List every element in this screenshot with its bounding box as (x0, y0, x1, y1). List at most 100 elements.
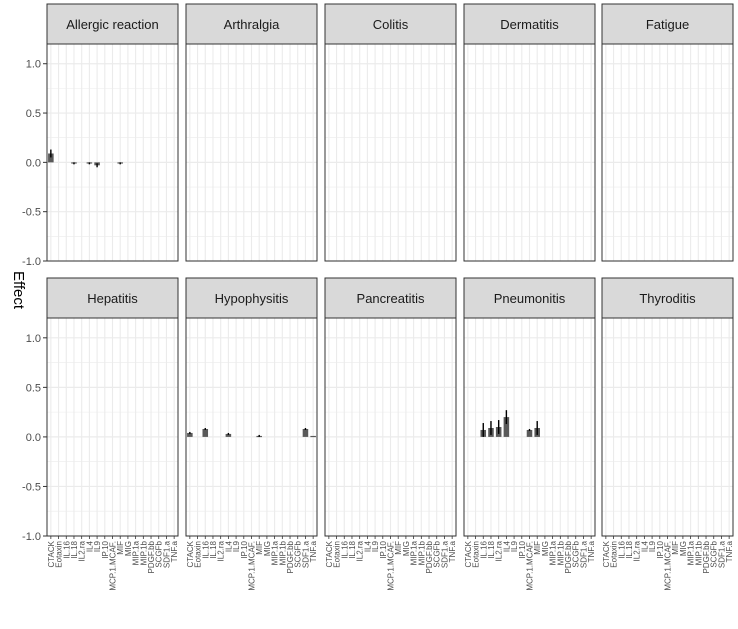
x-tick-label-mig: MIG (124, 541, 133, 556)
y-tick-label: 0.5 (26, 108, 41, 120)
x-tick-label-sdf1-a: SDF1.a (579, 540, 588, 568)
facet-title-colitis: Colitis (373, 17, 409, 32)
x-tick-label-il9: IL9 (510, 540, 519, 552)
y-axis-title: Effect (10, 271, 27, 310)
bar-hypophysitis-ctack (187, 432, 193, 437)
x-tick-label-ip-10: IP.10 (101, 540, 110, 558)
x-tick-label-il2-ra: IL2.ra (78, 540, 87, 561)
x-tick-label-pdgf-bb: PDGF.bb (564, 540, 573, 573)
y-tick-label: -1.0 (22, 531, 41, 543)
x-tick-label-mip-1a: MIP.1a (410, 540, 419, 565)
x-tick-label-il-18: IL.18 (209, 540, 218, 558)
x-tick-label-il-18: IL.18 (625, 540, 634, 558)
y-tick-label: -0.5 (22, 207, 41, 219)
facet-strip-fatigue (601, 3, 734, 45)
panel-border-dermatitis (463, 43, 596, 262)
x-tick-label-ip-10: IP.10 (518, 540, 527, 558)
facet-strip-pneumonitis (463, 277, 596, 319)
x-tick-label-pdgf-bb: PDGF.bb (147, 540, 156, 573)
x-tick-label-scgfb: SCGFb (155, 540, 164, 567)
x-tick-label-mip-1b: MIP.1b (556, 540, 565, 565)
panel-border-arthralgia (185, 43, 318, 262)
x-tick-label-ctack: CTACK (464, 540, 473, 567)
bar-hypophysitis-sdf1-a (302, 428, 309, 437)
x-tick-label-tnf-a: TNF.a (309, 540, 318, 562)
bar-hypophysitis-il4 (225, 433, 232, 437)
x-tick-label-tnf-a: TNF.a (448, 540, 457, 562)
x-tick-label-il2-ra: IL2.ra (356, 540, 365, 561)
x-tick-label-mip-1b: MIP.1b (417, 540, 426, 565)
plot-layer: Allergic reaction -1.0 -0.5 0.0 0.5 1.0 Arthra… (22, 3, 734, 591)
x-tick-label-ctack: CTACK (186, 540, 195, 567)
x-tick-label-sdf1-a: SDF1.a (162, 540, 171, 568)
x-tick-label-sdf1-a: SDF1.a (717, 540, 726, 568)
x-tick-label-mig: MIG (679, 541, 688, 556)
facet-strip-thyroditis (601, 277, 734, 319)
x-tick-label-mig: MIG (541, 541, 550, 556)
x-tick-label-il9: IL9 (93, 540, 102, 552)
x-tick-label-scgfb: SCGFb (294, 540, 303, 567)
x-tick-label-il4: IL4 (85, 540, 94, 552)
facet-title-fatigue: Fatigue (646, 17, 689, 32)
x-tick-label-pdgf-bb: PDGF.bb (702, 540, 711, 573)
facet-strip-colitis (324, 3, 457, 45)
x-tick-label-mif: MIF (255, 541, 264, 555)
x-tick-label-mif: MIF (533, 541, 542, 555)
x-tick-label-ctack: CTACK (47, 540, 56, 567)
x-tick-label-il9: IL9 (648, 540, 657, 552)
x-tick-label-eotaxin: Eotaxin (472, 541, 481, 568)
x-tick-label-mcp-1-mcaf: MCP.1.MCAF. (387, 541, 396, 591)
x-tick-label-il9: IL9 (232, 540, 241, 552)
x-tick-label-mif: MIF (116, 541, 125, 555)
x-tick-label-mip-1b: MIP.1b (139, 540, 148, 565)
x-tick-label-eotaxin: Eotaxin (333, 541, 342, 568)
x-tick-label-ip-10: IP.10 (240, 540, 249, 558)
x-tick-label-il-16: IL.16 (201, 540, 210, 558)
x-tick-label-il-16: IL.16 (340, 540, 349, 558)
facet-strip-dermatitis (463, 3, 596, 45)
x-tick-label-il2-ra: IL2.ra (495, 540, 504, 561)
y-tick-label: 0.0 (26, 157, 41, 169)
x-tick-label-mig: MIG (263, 541, 272, 556)
x-tick-label-ip-10: IP.10 (379, 540, 388, 558)
x-tick-label-sdf1-a: SDF1.a (440, 540, 449, 568)
panel-border-allergic-reaction (46, 43, 179, 262)
x-tick-label-ctack: CTACK (325, 540, 334, 567)
x-tick-label-mif: MIF (671, 541, 680, 555)
x-tick-label-eotaxin: Eotaxin (55, 541, 64, 568)
y-tick-label: -1.0 (22, 256, 41, 268)
x-tick-label-il-18: IL.18 (487, 540, 496, 558)
x-tick-label-eotaxin: Eotaxin (194, 541, 203, 568)
x-tick-label-ip-10: IP.10 (656, 540, 665, 558)
y-tick-label: 0.0 (26, 432, 41, 444)
x-tick-label-mip-1a: MIP.1a (549, 540, 558, 565)
facet-strip-hepatitis (46, 277, 179, 319)
facet-title-hepatitis: Hepatitis (87, 291, 138, 306)
x-tick-label-scgfb: SCGFb (710, 540, 719, 567)
x-tick-label-mcp-1-mcaf: MCP.1.MCAF. (248, 541, 257, 591)
bar-hypophysitis-il-16 (202, 428, 209, 437)
facet-title-pancreatitis: Pancreatitis (357, 291, 425, 306)
x-tick-label-mcp-1-mcaf: MCP.1.MCAF. (664, 541, 673, 591)
x-tick-label-eotaxin: Eotaxin (610, 541, 619, 568)
facet-strip-pancreatitis (324, 277, 457, 319)
y-tick-label: -0.5 (22, 481, 41, 493)
x-tick-label-il2-ra: IL2.ra (217, 540, 226, 561)
x-tick-label-il2-ra: IL2.ra (633, 540, 642, 561)
y-tick-label: 0.5 (26, 382, 41, 394)
x-tick-label-tnf-a: TNF.a (170, 540, 179, 562)
x-tick-label-tnf-a: TNF.a (587, 540, 596, 562)
bar-pneumonitis-il4 (503, 417, 510, 437)
x-tick-label-mip-1a: MIP.1a (132, 540, 141, 565)
x-tick-label-il-16: IL.16 (479, 540, 488, 558)
bar-pneumonitis-mcp-1-mcaf (526, 429, 533, 437)
x-tick-label-mip-1b: MIP.1b (694, 540, 703, 565)
panel-border-fatigue (601, 43, 734, 262)
x-tick-label-il-16: IL.16 (617, 540, 626, 558)
x-tick-label-il4: IL4 (224, 540, 233, 552)
facet-title-allergic-reaction: Allergic reaction (66, 17, 159, 32)
x-tick-label-il4: IL4 (363, 540, 372, 552)
x-tick-label-mcp-1-mcaf: MCP.1.MCAF. (109, 541, 118, 591)
facet-strip-allergic-reaction (46, 3, 179, 45)
